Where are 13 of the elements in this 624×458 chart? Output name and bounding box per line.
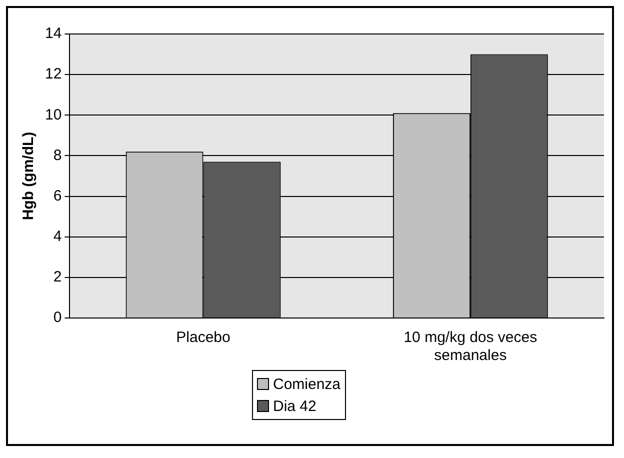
y-tick-label: 8 xyxy=(53,146,62,164)
y-tick-label: 6 xyxy=(53,187,62,204)
legend-label: Dia 42 xyxy=(273,398,316,414)
y-tick-label: 12 xyxy=(44,66,62,83)
x-tick-label: Placebo xyxy=(176,329,230,346)
y-tick-label: 4 xyxy=(53,228,62,245)
x-tick-label: 10 mg/kg dos veces semanales xyxy=(404,329,538,364)
y-tick-label: 0 xyxy=(53,309,62,326)
y-tick-label: 10 xyxy=(44,106,62,124)
y-tick-label: 14 xyxy=(44,25,62,42)
y-axis-title: Hgb (gm/dL) xyxy=(20,132,38,220)
legend-label: Comienza xyxy=(273,376,341,392)
y-tick-label: 2 xyxy=(53,268,62,286)
